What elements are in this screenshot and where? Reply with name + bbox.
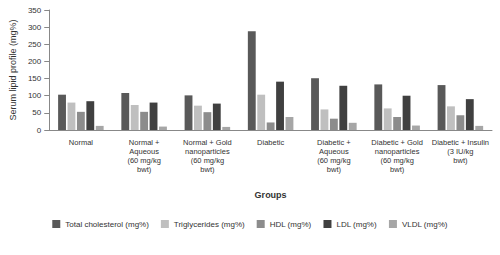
svg-text:Normal +: Normal + [129, 138, 160, 147]
svg-text:50: 50 [32, 108, 41, 117]
svg-text:VLDL (mg%): VLDL (mg%) [402, 220, 448, 229]
svg-text:HDL (mg%): HDL (mg%) [270, 220, 312, 229]
svg-text:(60 mg/kg: (60 mg/kg [127, 156, 160, 165]
svg-text:Diabetic + Gold: Diabetic + Gold [371, 138, 423, 147]
svg-text:Normal + Gold: Normal + Gold [183, 138, 232, 147]
svg-text:150: 150 [28, 74, 42, 83]
svg-text:200: 200 [28, 57, 42, 66]
svg-text:LDL (mg%): LDL (mg%) [336, 220, 376, 229]
svg-text:Triglycerides (mg%): Triglycerides (mg%) [174, 220, 245, 229]
svg-text:nanoparticles: nanoparticles [185, 147, 230, 156]
svg-text:300: 300 [28, 23, 42, 32]
svg-text:bwt): bwt) [327, 165, 342, 174]
svg-text:(60 mg/kg: (60 mg/kg [380, 156, 413, 165]
svg-text:Diabetic +: Diabetic + [317, 138, 351, 147]
svg-text:Diabetic + Insulin: Diabetic + Insulin [432, 138, 489, 147]
svg-text:bwt): bwt) [453, 156, 468, 165]
svg-text:Groups: Groups [255, 190, 287, 200]
svg-text:0: 0 [37, 126, 42, 135]
svg-text:(60 mg/kg: (60 mg/kg [317, 156, 350, 165]
svg-text:Total cholesterol (mg%): Total cholesterol (mg%) [65, 220, 149, 229]
svg-text:bwt): bwt) [200, 165, 215, 174]
svg-text:250: 250 [28, 40, 42, 49]
svg-text:Diabetic: Diabetic [257, 138, 284, 147]
svg-text:bwt): bwt) [390, 165, 405, 174]
svg-text:Aqueous: Aqueous [319, 147, 349, 156]
svg-text:100: 100 [28, 91, 42, 100]
svg-text:Normal: Normal [69, 138, 94, 147]
svg-text:Aqueous: Aqueous [129, 147, 159, 156]
svg-text:350: 350 [28, 6, 42, 15]
svg-text:(60 mg/kg: (60 mg/kg [191, 156, 224, 165]
svg-text:bwt): bwt) [137, 165, 152, 174]
svg-text:(3 IU/kg: (3 IU/kg [447, 147, 473, 156]
svg-text:Serum lipid profile (mg%): Serum lipid profile (mg%) [8, 19, 18, 120]
svg-text:nanoparticles: nanoparticles [375, 147, 420, 156]
